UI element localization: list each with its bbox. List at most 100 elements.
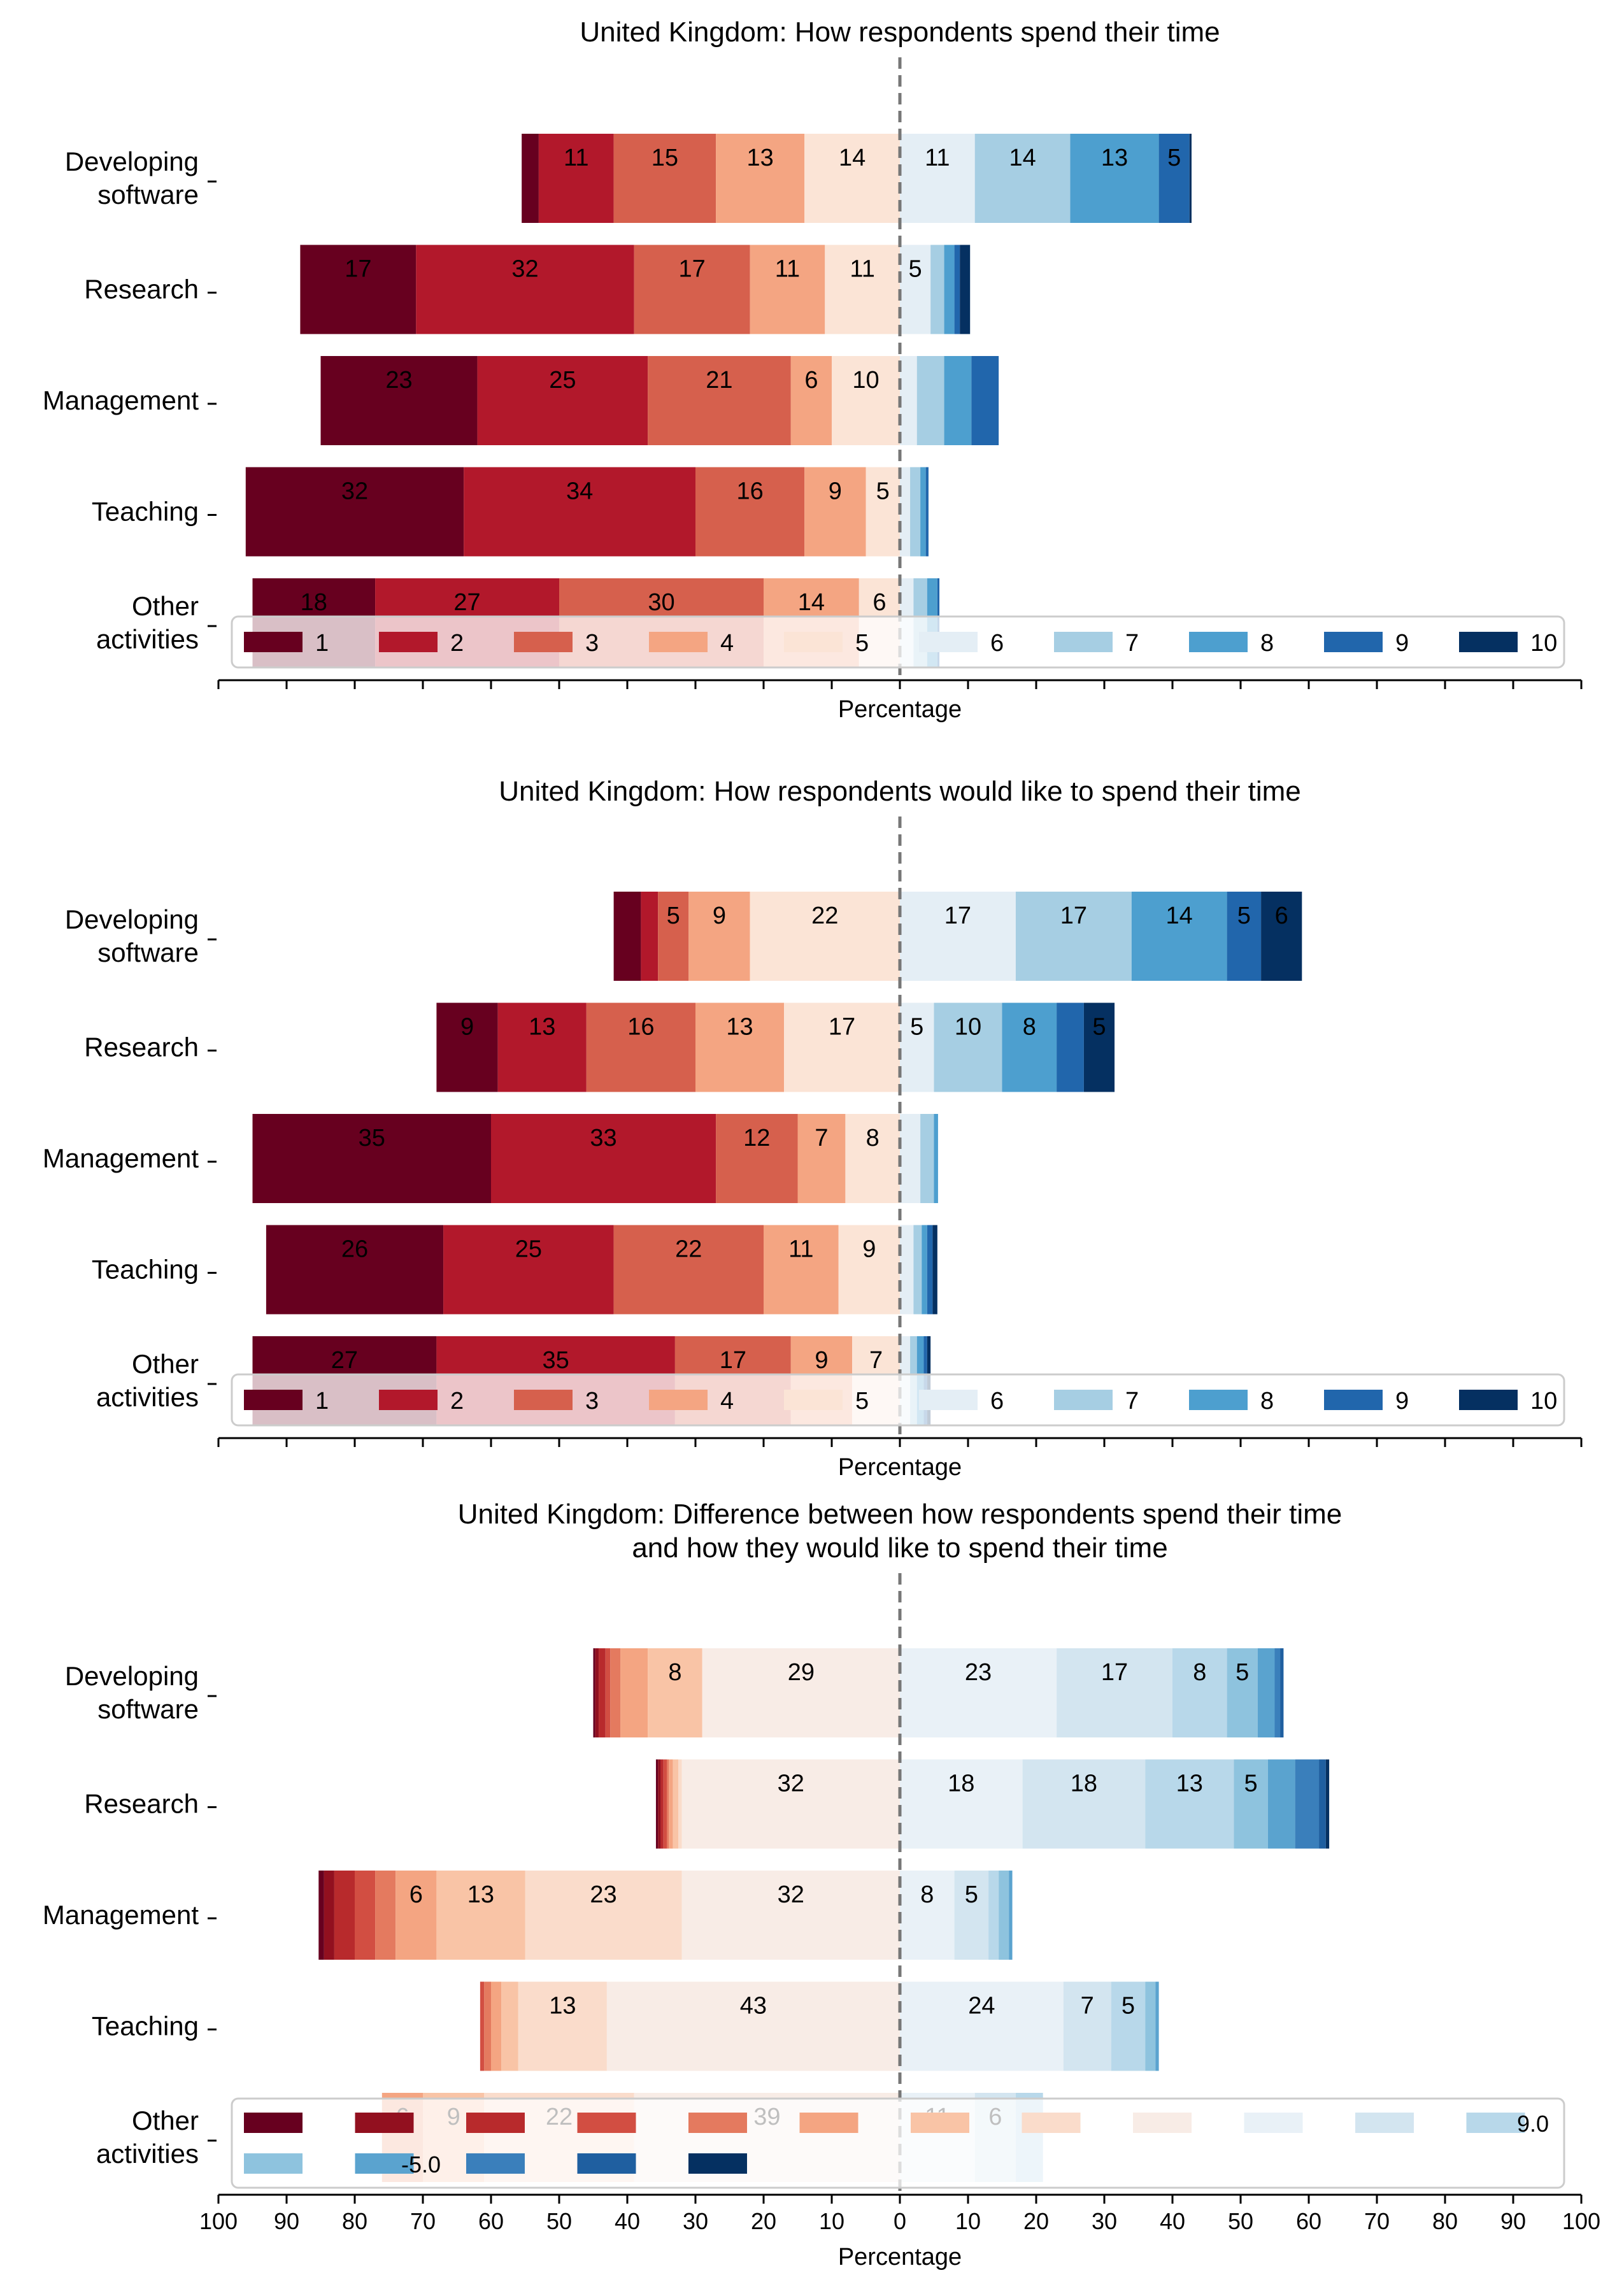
legend-label: 4 [720, 1388, 734, 1415]
x-tick-label: 50 [546, 2208, 572, 2234]
legend-swatch [799, 2113, 858, 2133]
bar-segment [920, 1114, 934, 1203]
bar-segment [974, 134, 1071, 223]
data-label: 8 [1023, 1014, 1036, 1041]
data-label: 6 [1275, 902, 1288, 929]
bar-segment [1227, 892, 1262, 981]
x-tick-label: 10 [819, 2208, 844, 2234]
bar-segment [825, 245, 900, 334]
data-label: 17 [679, 256, 706, 283]
bar-segment [497, 1002, 587, 1092]
data-label: 22 [675, 1236, 702, 1263]
bar-segment [610, 1648, 621, 1737]
bar-segment [944, 356, 972, 445]
data-label: 32 [778, 1881, 804, 1908]
data-label: 5 [1092, 1014, 1106, 1041]
x-tick-label: 80 [1432, 2208, 1458, 2234]
bar-segment [750, 892, 900, 981]
bar-segment [681, 1759, 900, 1849]
data-label: 13 [726, 1014, 753, 1041]
bar-segment [927, 1225, 933, 1315]
bar-segment [1189, 134, 1192, 223]
bar-segment [613, 892, 641, 981]
bar-segment [300, 245, 417, 334]
bar-segment [922, 1225, 927, 1315]
legend-swatch [1466, 2113, 1525, 2133]
bar-segment [1022, 1759, 1146, 1849]
bar-segment [804, 134, 900, 223]
category-label: Management [43, 1900, 199, 1930]
legend-label: 9 [1395, 1388, 1409, 1415]
bar-segment [658, 1759, 661, 1849]
bar-segment [1145, 1981, 1156, 2071]
data-label: 16 [736, 478, 763, 505]
x-tick-label: 90 [274, 2208, 299, 2234]
data-label: 5 [965, 1881, 978, 1908]
legend-label: 2 [450, 630, 464, 657]
legend-label: 7 [1125, 630, 1139, 657]
x-tick-label: 60 [478, 2208, 504, 2234]
category-label: activities [96, 2139, 199, 2169]
bar-segment [245, 467, 464, 557]
data-label: 11 [775, 256, 800, 283]
bar-segment [932, 1225, 937, 1315]
bar-segment [634, 245, 750, 334]
legend-swatch [379, 1390, 438, 1410]
legend-swatch [1189, 1390, 1248, 1410]
data-label: 6 [410, 1881, 423, 1908]
bar-segment [334, 1871, 355, 1960]
bar-segment [484, 1981, 491, 2071]
bar-segment [900, 1871, 955, 1960]
legend-label: 3 [585, 1388, 599, 1415]
legend-swatch [1324, 1390, 1383, 1410]
data-label: 13 [1101, 145, 1128, 171]
bar-segment [1280, 1648, 1284, 1737]
category-label: Developing [65, 146, 199, 176]
bar-segment [900, 467, 911, 557]
bar-segment [522, 134, 539, 223]
data-label: 18 [301, 589, 327, 616]
legend-box [231, 2097, 1565, 2189]
bar-segment [804, 467, 866, 557]
legend-label: 7 [1125, 1388, 1139, 1415]
data-label: 8 [920, 1881, 934, 1908]
legend-swatch [919, 632, 978, 652]
bar-segment [750, 245, 825, 334]
category-label: Developing [65, 904, 199, 934]
data-label: 23 [965, 1659, 992, 1686]
x-tick-label: 70 [410, 2208, 436, 2234]
x-tick-label: 100 [199, 2208, 238, 2234]
data-label: 17 [829, 1014, 855, 1041]
data-label: 14 [839, 145, 865, 171]
bar-segment [1158, 134, 1190, 223]
data-label: 5 [876, 478, 890, 505]
data-label: 32 [511, 256, 538, 283]
data-label: 6 [804, 367, 818, 394]
legend-swatch [355, 2113, 414, 2133]
chart-title: United Kingdom: Difference between how r… [458, 1499, 1342, 1530]
bar-segment [1070, 134, 1159, 223]
data-label: 11 [788, 1236, 813, 1263]
bar-segment [491, 1981, 502, 2071]
data-label: 14 [798, 589, 825, 616]
data-label: 35 [543, 1347, 569, 1374]
legend-swatch [355, 2153, 414, 2174]
bar-segment [900, 1759, 1023, 1849]
bar-segment [252, 1114, 491, 1203]
bar-segment [620, 1648, 648, 1737]
data-label: 5 [910, 1014, 923, 1041]
bar-segment [593, 1648, 595, 1737]
bar-segment [681, 1871, 900, 1960]
data-label: 11 [564, 145, 588, 171]
bar-segment [480, 1981, 485, 2071]
legend-swatch [379, 632, 438, 652]
data-label: 30 [648, 589, 674, 616]
data-label: 16 [627, 1014, 654, 1041]
data-label: 21 [706, 367, 732, 394]
data-label: 27 [453, 589, 480, 616]
legend-swatch [244, 632, 303, 652]
x-tick-label: 70 [1364, 2208, 1390, 2234]
x-tick-label: 40 [615, 2208, 640, 2234]
bar-segment [595, 1648, 599, 1737]
data-label: 5 [1237, 902, 1251, 929]
